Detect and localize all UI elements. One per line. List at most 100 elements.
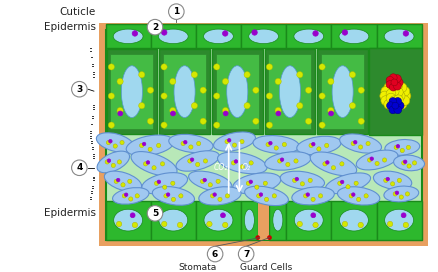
Circle shape	[161, 64, 167, 70]
Circle shape	[122, 194, 127, 198]
Circle shape	[249, 161, 253, 165]
Circle shape	[195, 162, 200, 167]
Circle shape	[191, 158, 194, 161]
Ellipse shape	[113, 29, 143, 44]
Bar	[216, 54, 259, 129]
Circle shape	[338, 181, 342, 186]
Circle shape	[266, 64, 272, 70]
Circle shape	[389, 98, 397, 105]
Circle shape	[384, 100, 393, 109]
Circle shape	[170, 107, 176, 114]
Circle shape	[381, 86, 391, 96]
Circle shape	[412, 161, 417, 165]
Circle shape	[146, 161, 150, 164]
Ellipse shape	[384, 186, 419, 202]
Circle shape	[401, 213, 406, 218]
Bar	[106, 24, 151, 48]
Circle shape	[306, 193, 310, 196]
Ellipse shape	[152, 187, 194, 205]
Circle shape	[147, 118, 154, 124]
Circle shape	[207, 221, 212, 227]
Circle shape	[257, 194, 261, 198]
Bar	[99, 23, 428, 246]
Circle shape	[148, 147, 152, 152]
Circle shape	[132, 31, 138, 36]
Circle shape	[397, 178, 402, 183]
Circle shape	[396, 144, 399, 148]
Ellipse shape	[273, 209, 283, 231]
Circle shape	[152, 166, 156, 170]
Bar	[377, 24, 422, 48]
Circle shape	[169, 4, 184, 19]
Circle shape	[400, 96, 410, 106]
Bar	[321, 54, 364, 129]
Circle shape	[351, 141, 355, 146]
Ellipse shape	[204, 209, 233, 231]
Ellipse shape	[385, 140, 420, 155]
Bar	[241, 24, 286, 48]
Circle shape	[323, 162, 327, 166]
Circle shape	[256, 236, 260, 240]
Circle shape	[406, 145, 410, 150]
Ellipse shape	[279, 66, 300, 118]
Circle shape	[354, 181, 358, 186]
Bar	[151, 201, 196, 240]
Circle shape	[319, 93, 325, 99]
Circle shape	[71, 81, 87, 97]
Ellipse shape	[104, 171, 141, 191]
Circle shape	[120, 140, 124, 145]
Circle shape	[393, 75, 401, 82]
Ellipse shape	[339, 134, 381, 153]
Circle shape	[191, 103, 198, 109]
Circle shape	[317, 147, 321, 151]
Bar	[110, 54, 153, 129]
Circle shape	[160, 162, 165, 166]
Circle shape	[244, 72, 250, 78]
Circle shape	[340, 162, 344, 166]
Circle shape	[155, 181, 159, 186]
Circle shape	[308, 178, 312, 183]
Text: 5: 5	[152, 209, 158, 218]
Circle shape	[234, 160, 238, 163]
Circle shape	[200, 179, 205, 184]
Circle shape	[203, 178, 206, 182]
Ellipse shape	[339, 209, 368, 231]
Ellipse shape	[253, 135, 300, 153]
Circle shape	[161, 93, 167, 99]
Circle shape	[313, 222, 318, 228]
Circle shape	[393, 101, 403, 111]
Circle shape	[200, 118, 206, 124]
Circle shape	[147, 206, 163, 221]
Circle shape	[386, 93, 396, 103]
Bar	[369, 48, 422, 135]
Circle shape	[252, 30, 257, 35]
Circle shape	[403, 31, 409, 36]
Bar	[377, 201, 422, 240]
Text: 3: 3	[76, 85, 82, 94]
Bar	[265, 50, 315, 134]
Circle shape	[227, 138, 231, 142]
Circle shape	[331, 166, 336, 170]
Circle shape	[233, 143, 237, 147]
Circle shape	[280, 158, 284, 161]
Circle shape	[396, 91, 405, 101]
Bar	[269, 201, 286, 240]
Circle shape	[191, 72, 198, 78]
Circle shape	[266, 93, 272, 99]
Circle shape	[162, 221, 167, 227]
Circle shape	[223, 222, 228, 228]
Circle shape	[407, 164, 411, 168]
Circle shape	[282, 142, 286, 147]
Circle shape	[223, 111, 228, 116]
Circle shape	[188, 159, 192, 163]
Circle shape	[118, 111, 123, 116]
Circle shape	[275, 78, 281, 85]
Circle shape	[253, 87, 259, 93]
Circle shape	[401, 91, 411, 101]
Circle shape	[139, 72, 145, 78]
Circle shape	[108, 93, 114, 99]
Circle shape	[268, 141, 272, 145]
Circle shape	[403, 160, 407, 163]
Ellipse shape	[214, 132, 255, 151]
Ellipse shape	[384, 29, 414, 44]
